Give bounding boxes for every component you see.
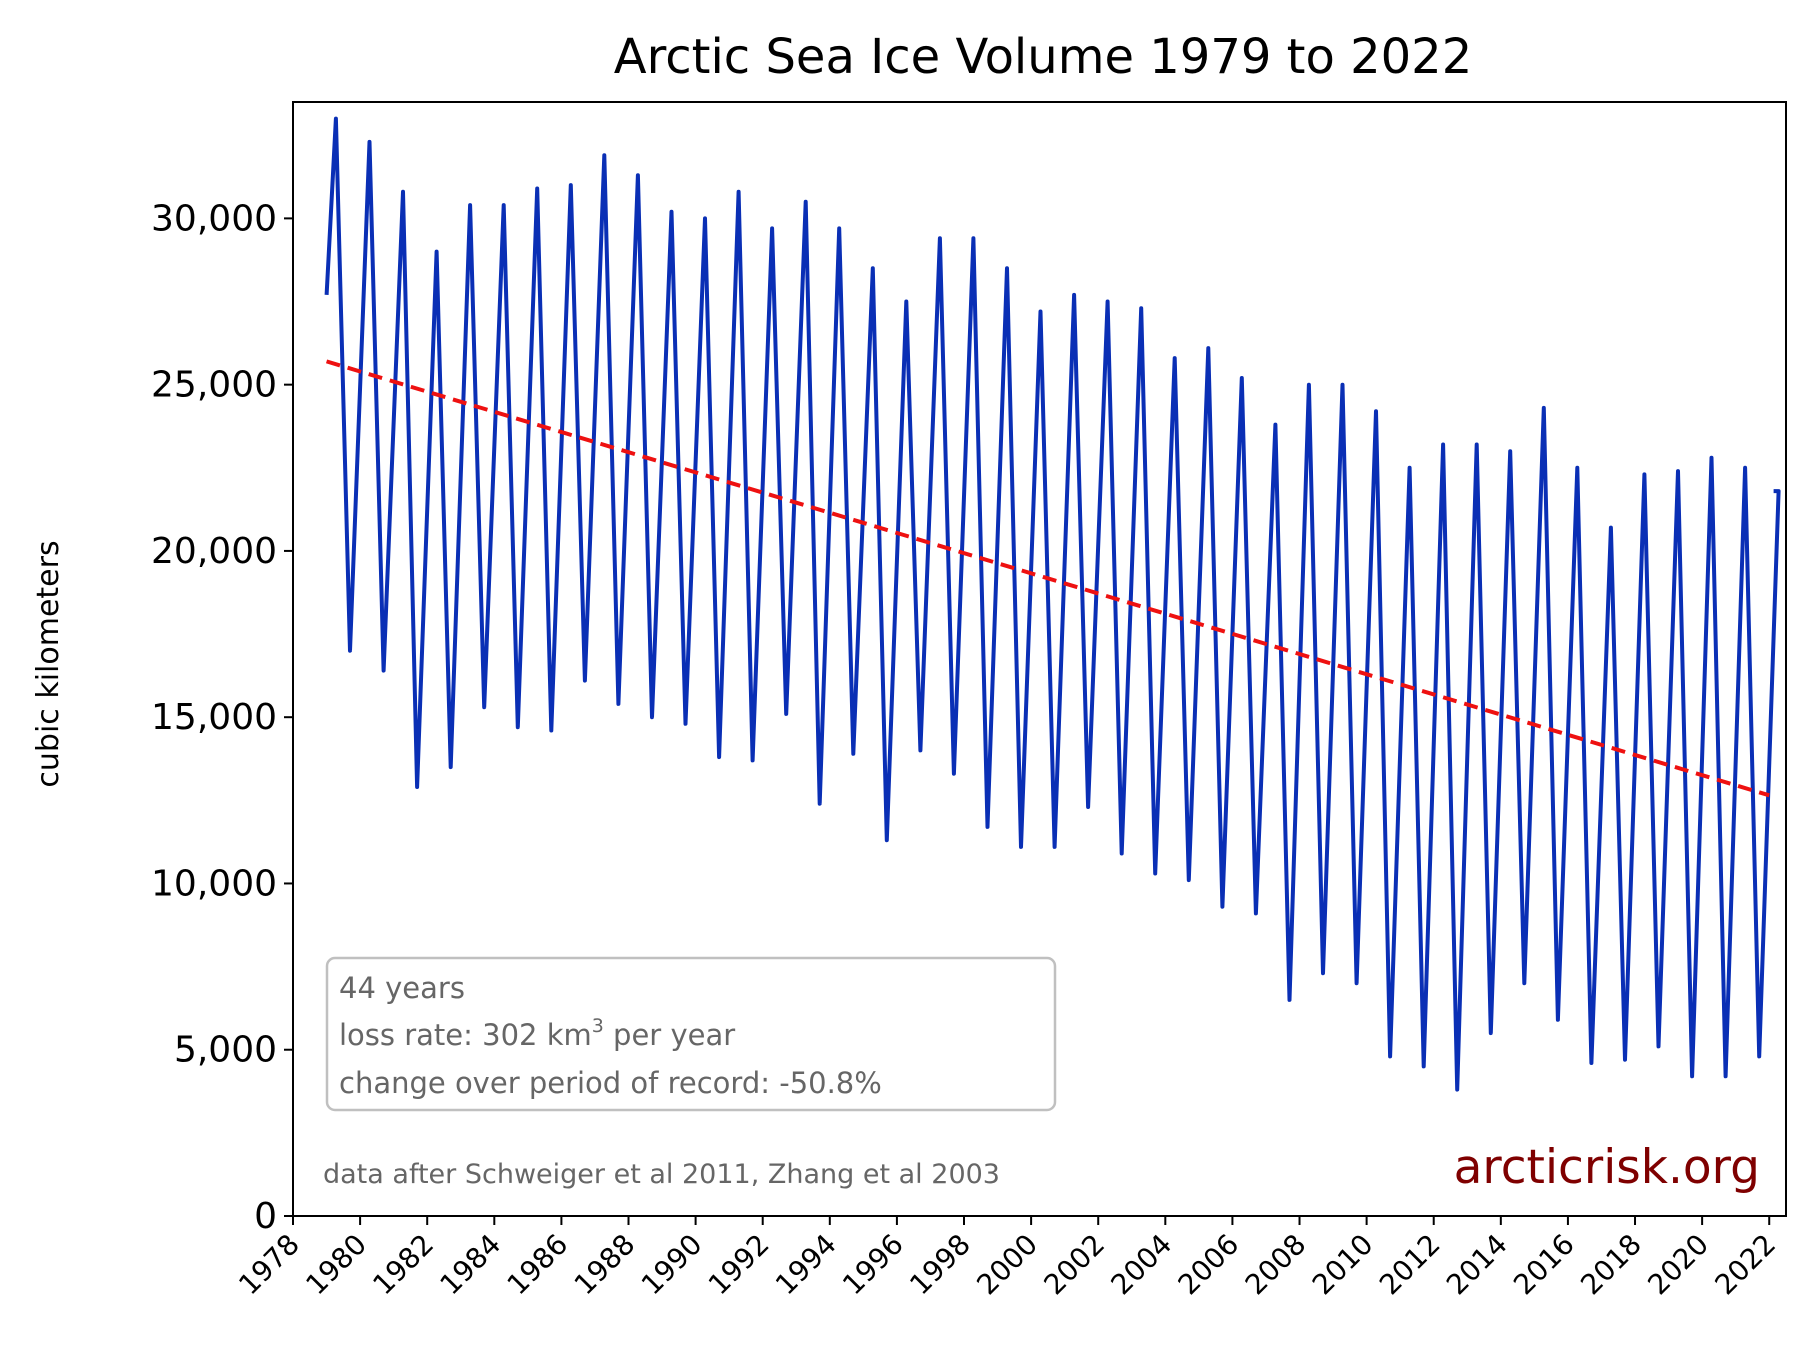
ice-volume-line [324, 116, 1781, 1092]
series-layer [324, 116, 1781, 1092]
y-tick-label: 30,000 [151, 198, 277, 239]
trend-line [325, 359, 1770, 798]
y-tick-label: 10,000 [151, 863, 277, 904]
y-tick-label: 0 [254, 1196, 277, 1237]
y-tick-label: 15,000 [151, 697, 277, 738]
source-citation: data after Schweiger et al 2011, Zhang e… [323, 1159, 1000, 1190]
watermark: arcticrisk.org [1454, 1140, 1760, 1195]
annotation-change: change over period of record: -50.8% [339, 1066, 882, 1100]
annotation-loss-rate-text: loss rate: 302 km [339, 1018, 592, 1052]
plot-frame [292, 101, 1787, 1217]
annotation-years: 44 years [339, 971, 465, 1005]
annotation-box-frame [325, 956, 1057, 1112]
y-axis-label: cubic kilometers [31, 540, 66, 787]
annotation-box: 44 years loss rate: 302 km3 per year cha… [325, 956, 1057, 1112]
annotation-loss-rate-unit: per year [604, 1018, 735, 1052]
annotation-superscript: 3 [592, 1015, 604, 1037]
y-tick-label: 5,000 [174, 1030, 277, 1071]
y-tick-label: 25,000 [151, 365, 277, 406]
annotation-loss-rate: loss rate: 302 km3 per year [339, 1015, 735, 1052]
chart-title: Arctic Sea Ice Volume 1979 to 2022 [614, 29, 1473, 85]
y-tick-label: 20,000 [151, 531, 277, 572]
